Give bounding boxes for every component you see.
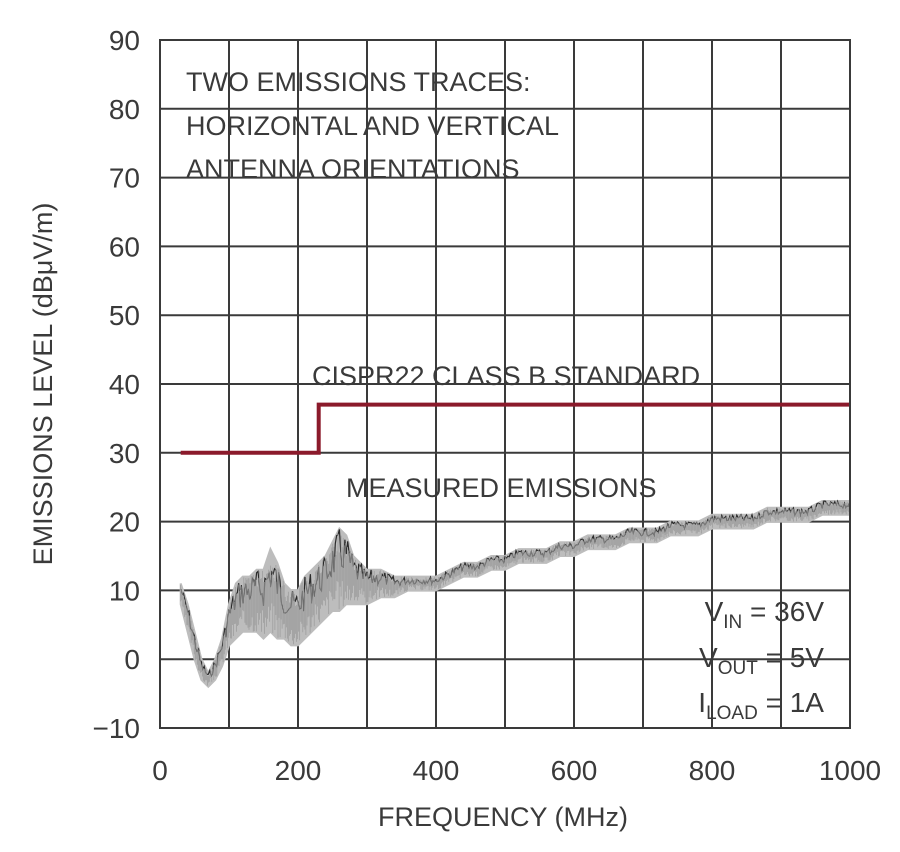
x-axis-label: FREQUENCY (MHz) <box>378 802 628 832</box>
standard-label: CISPR22 CLASS B STANDARD <box>312 361 700 391</box>
y-tick-label: 40 <box>109 369 140 400</box>
x-tick-label: 200 <box>275 755 322 786</box>
y-tick-label: 50 <box>109 300 140 331</box>
condition-out: VOUT = 5V <box>699 642 824 679</box>
x-tick-label: 400 <box>413 755 460 786</box>
condition-in: VIN = 36V <box>705 596 825 633</box>
y-tick-label: 60 <box>109 231 140 262</box>
plot-frame <box>159 39 851 729</box>
x-tick-label: 0 <box>152 755 168 786</box>
y-tick-label: 90 <box>109 25 140 56</box>
traces-note-line-2: HORIZONTAL AND VERTICAL <box>186 111 559 141</box>
condition-load: ILOAD = 1A <box>698 687 824 724</box>
y-axis-label: EMISSIONS LEVEL (dBμV/m) <box>28 203 58 566</box>
traces-note-line-3: ANTENNA ORIENTATIONS <box>186 154 520 184</box>
cispr22-limit-line <box>180 402 850 455</box>
y-tick-label: 30 <box>109 438 140 469</box>
x-tick-labels: 0 200 400 600 800 1000 <box>152 755 881 786</box>
y-tick-label: −10 <box>93 713 141 744</box>
y-tick-label: 70 <box>109 163 140 194</box>
y-tick-label: 20 <box>109 507 140 538</box>
cispr22-standard-series <box>180 402 850 455</box>
x-tick-label: 600 <box>551 755 598 786</box>
measured-label: MEASURED EMISSIONS <box>346 473 657 503</box>
y-tick-labels: −10 0 10 20 30 40 50 60 70 80 90 <box>93 25 141 744</box>
x-tick-label: 800 <box>689 755 736 786</box>
traces-note-line-1: TWO EMISSIONS TRACES: <box>186 67 531 97</box>
test-conditions: VIN = 36V VOUT = 5V ILOAD = 1A <box>698 596 824 724</box>
y-tick-label: 0 <box>124 644 140 675</box>
x-tick-label: 1000 <box>819 755 881 786</box>
y-tick-label: 80 <box>109 94 140 125</box>
measured-emissions-spectrum <box>180 501 850 686</box>
y-tick-label: 10 <box>109 575 140 606</box>
